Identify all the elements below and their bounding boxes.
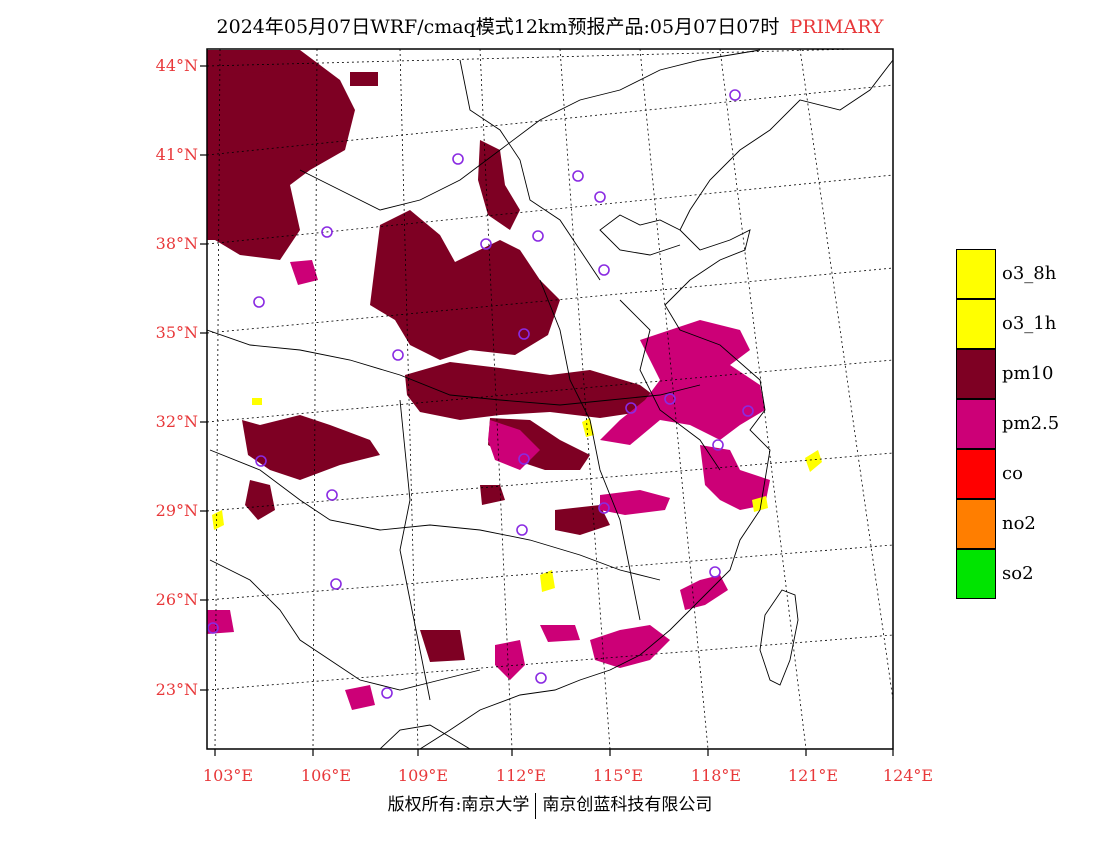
pm10-northeast-strip — [478, 140, 520, 230]
coastline — [419, 59, 893, 749]
o3-spot-4 — [582, 418, 594, 437]
lon-label-103: 103°E — [202, 766, 254, 785]
lon-label-124: 124°E — [882, 766, 934, 785]
footer-right: 南京创蓝科技有限公司 — [542, 795, 713, 815]
inner-border-7 — [619, 299, 721, 471]
inner-border-1 — [299, 49, 761, 211]
title-main: 2024年05月07日WRF/cmaq模式12km预报产品:05月07日07时 — [216, 16, 780, 38]
legend-label-so2: so2 — [1002, 563, 1034, 584]
pm10-northwest-strip — [207, 50, 300, 76]
lon-label-112: 112°E — [495, 766, 547, 785]
legend-label-no2: no2 — [1002, 513, 1036, 534]
legend-swatch-no2 — [956, 499, 996, 549]
o3-spot-2 — [212, 510, 224, 530]
lat-label-38: 38°N — [155, 234, 198, 253]
graticule — [207, 49, 893, 749]
lon-label-115: 115°E — [592, 766, 644, 785]
legend-label-o3-1h: o3_1h — [1002, 313, 1057, 334]
pm10-small-2 — [555, 505, 610, 535]
legend-label-pm25: pm2.5 — [1002, 413, 1060, 434]
title-tag: PRIMARY — [789, 16, 884, 38]
boundaries — [207, 49, 893, 749]
pm10-layer — [207, 50, 660, 662]
copyright-footer: 版权所有:南京大学 南京创蓝科技有限公司 — [0, 790, 1100, 819]
bohai-bay — [599, 214, 681, 256]
o3-spot-6 — [252, 398, 262, 405]
legend-label-o3-8h: o3_8h — [1002, 263, 1057, 284]
pm25-jiangxi — [600, 490, 670, 515]
pm10-small-3 — [480, 485, 505, 505]
lon-label-109: 109°E — [397, 766, 449, 785]
o3-spot-5 — [752, 496, 768, 512]
map-title: 2024年05月07日WRF/cmaq模式12km预报产品:05月07日07时 P… — [0, 12, 1100, 39]
legend-swatch-o3-8h — [956, 249, 996, 299]
pm10-west-block — [207, 50, 355, 260]
pm10-central-north — [370, 210, 560, 360]
pm10-small-1 — [350, 72, 378, 86]
pm10-southwest-patch — [245, 480, 275, 520]
lat-label-26: 26°N — [155, 590, 198, 609]
pm25-layer — [207, 260, 770, 710]
legend-swatch-pm10 — [956, 349, 996, 399]
lon-label-106: 106°E — [300, 766, 352, 785]
legend-label-pm10: pm10 — [1002, 363, 1054, 384]
station-markers — [207, 89, 754, 699]
lon-label-121: 121°E — [787, 766, 839, 785]
pm25-guangdong — [590, 625, 670, 668]
lat-label-32: 32°N — [155, 412, 198, 431]
pm25-yunnan-west — [207, 610, 234, 634]
legend-swatch-co — [956, 449, 996, 499]
pm25-fujian-coast — [680, 575, 728, 610]
inner-border-4 — [399, 399, 431, 701]
lon-label-118: 118°E — [690, 766, 742, 785]
taiwan — [759, 589, 799, 686]
o3-layer — [212, 398, 822, 592]
pm25-yunnan-south — [345, 685, 375, 710]
legend-label-co: co — [1002, 463, 1023, 484]
pm25-north-patch — [290, 260, 318, 285]
o3-spot-1 — [805, 450, 822, 472]
lat-label-44: 44°N — [155, 56, 198, 75]
o3-spot-3 — [540, 570, 555, 592]
pm25-guangxi — [495, 640, 525, 680]
pm25-hubei — [488, 420, 540, 470]
hainan-edge — [379, 724, 471, 749]
pm10-sichuan — [242, 415, 380, 480]
lat-label-41: 41°N — [155, 145, 198, 164]
pm10-central-belt — [405, 362, 660, 420]
legend-swatch-o3-1h — [956, 299, 996, 349]
lat-label-29: 29°N — [155, 501, 198, 520]
inner-border-5 — [539, 279, 641, 621]
lat-label-35: 35°N — [155, 323, 198, 342]
footer-separator — [535, 792, 537, 819]
inner-border-8 — [459, 59, 601, 281]
lat-label-23: 23°N — [155, 680, 198, 699]
legend-swatch-so2 — [956, 549, 996, 599]
legend-swatch-pm25 — [956, 399, 996, 449]
footer-left: 版权所有:南京大学 — [387, 795, 530, 815]
pm10-small-4 — [420, 630, 465, 662]
inner-border-3 — [209, 449, 661, 581]
tick-marks — [200, 65, 894, 756]
pm25-east-belt — [600, 320, 765, 445]
map-frame — [206, 48, 894, 750]
pm25-southeast — [700, 445, 770, 510]
inner-border-2 — [207, 329, 701, 406]
inner-border-6 — [209, 559, 481, 691]
pm25-guangdong-w — [540, 625, 580, 642]
